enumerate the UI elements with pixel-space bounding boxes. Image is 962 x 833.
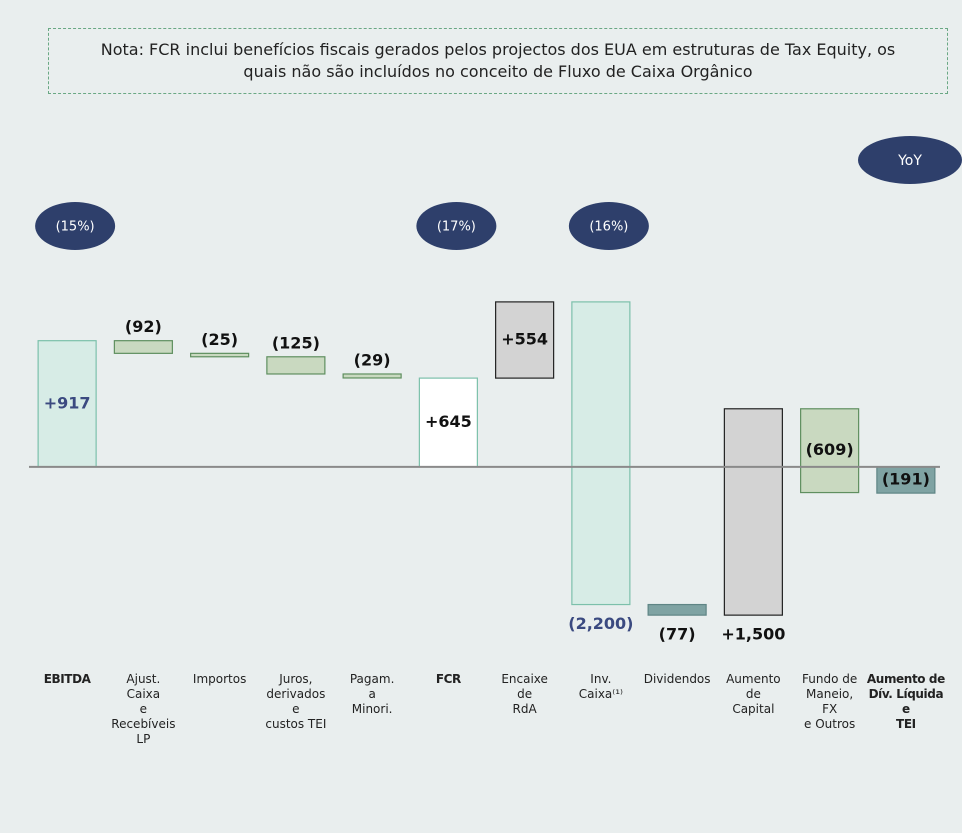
category-label: Pagam. a Minori. [349,672,395,716]
bar [571,301,631,606]
bar [800,408,860,494]
category-label: FCR [435,672,461,686]
category-label: Inv. Caixa⁽¹⁾ [578,672,623,701]
category-label: Dividendos [643,672,711,686]
bar [266,356,326,375]
yoy-label: (16%) [589,220,628,235]
yoy-bubble [568,202,649,250]
category-label: Encaixe de RdA [501,672,548,716]
category-label: Fundo de Maneio, FX e Outros [802,672,858,731]
bar [647,603,707,616]
note: Nota: FCR inclui benefícios fiscais gera… [48,28,948,94]
bar [418,377,478,468]
value-label: (92) [125,317,162,336]
category-label: Importos [192,672,247,686]
yoy-title: YoY [897,153,922,169]
category-label: EBITDA [43,672,91,686]
yoy-label: (17%) [437,220,476,235]
bar [113,340,173,354]
category-label: Ajust. Caixa e Recebíveis LP [111,672,176,746]
value-label: (25) [201,330,238,349]
value-label: (77) [659,625,696,644]
category-label: Aumento de Capital [726,672,781,716]
value-label: +1,500 [721,625,785,644]
value-label: +554 [501,330,548,349]
yoy-bubble [416,202,497,250]
yoy-label: (15%) [56,220,95,235]
value-label: +645 [425,412,472,431]
yoy-bubble [858,136,962,184]
value-label: (29) [354,350,391,369]
bar [190,352,250,358]
value-label: (191) [882,469,930,488]
value-label: (2,200) [568,614,633,633]
yoy-bubble [35,202,116,250]
bar [342,373,402,379]
value-label: (609) [806,440,854,459]
category-label: Aumento de Dív. Líquida e TEI [866,672,945,731]
value-label: (125) [272,333,320,352]
bar [723,408,783,616]
bar [495,301,555,379]
bar [37,340,97,468]
value-label: +917 [44,393,91,412]
category-label: Juros, derivados e custos TEI [265,672,327,731]
bar [876,466,936,494]
